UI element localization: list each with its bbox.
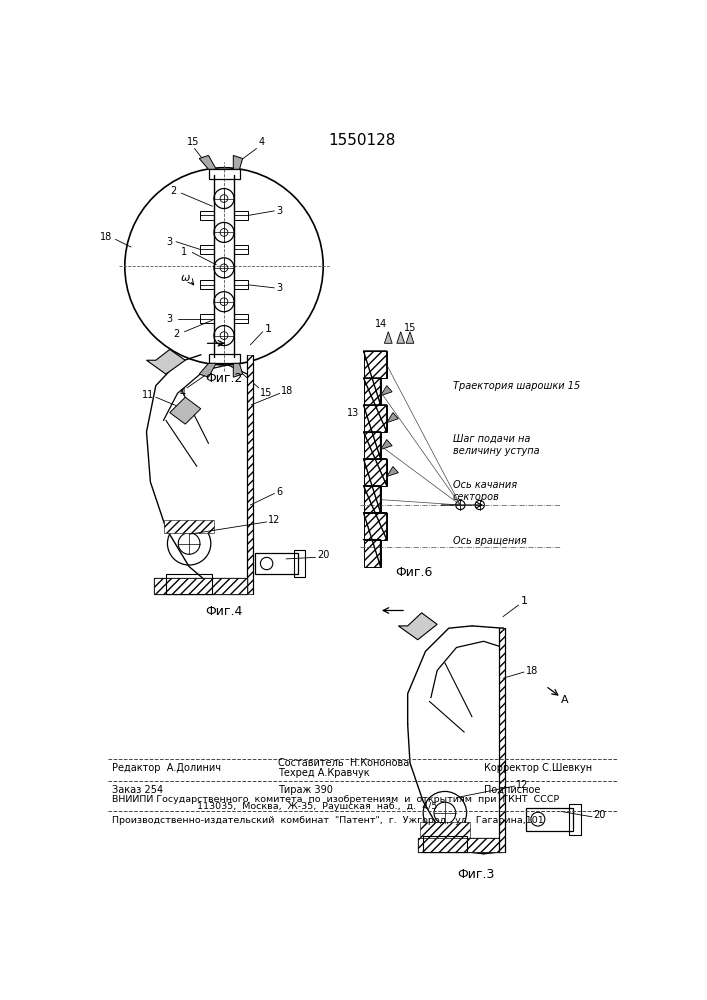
- Text: 15: 15: [404, 323, 416, 333]
- Text: Фиг.3: Фиг.3: [457, 868, 495, 881]
- Text: ω: ω: [180, 273, 190, 283]
- Polygon shape: [363, 540, 380, 567]
- Text: 2: 2: [170, 186, 177, 196]
- Polygon shape: [199, 363, 216, 377]
- Text: 1: 1: [182, 247, 187, 257]
- Bar: [154, 578, 247, 594]
- Text: Составитель  Н.Кононова: Составитель Н.Кононова: [279, 758, 409, 768]
- Text: Ось вращения: Ось вращения: [452, 536, 526, 546]
- Bar: [209, 169, 240, 179]
- Bar: [209, 354, 240, 363]
- Text: 14: 14: [375, 319, 387, 329]
- Text: Траектория шарошки 15: Траектория шарошки 15: [452, 381, 580, 391]
- Bar: [247, 355, 253, 594]
- Polygon shape: [363, 405, 387, 432]
- Text: 18: 18: [525, 666, 538, 676]
- Bar: [200, 245, 214, 254]
- Text: 12: 12: [268, 515, 281, 525]
- Polygon shape: [146, 349, 185, 374]
- Polygon shape: [199, 155, 216, 169]
- Polygon shape: [363, 378, 380, 405]
- Bar: [200, 211, 214, 220]
- Text: 12: 12: [516, 780, 529, 790]
- Text: 3: 3: [276, 283, 283, 293]
- Bar: [418, 838, 503, 852]
- Text: Шаг подачи на
величину уступа: Шаг подачи на величину уступа: [452, 434, 539, 456]
- Text: Ось качания
секторов: Ось качания секторов: [452, 480, 517, 502]
- Bar: [200, 314, 214, 323]
- Text: 20: 20: [317, 550, 329, 560]
- Text: ВНИИПИ Государственного  комитета  по  изобретениям  и  открытиям  при  ГКНТ  СС: ВНИИПИ Государственного комитета по изоб…: [112, 795, 559, 804]
- Text: 1: 1: [520, 596, 527, 606]
- Text: 3: 3: [276, 206, 283, 216]
- Polygon shape: [380, 440, 392, 450]
- Text: 15: 15: [187, 137, 199, 147]
- Polygon shape: [170, 397, 201, 424]
- Polygon shape: [363, 486, 380, 513]
- Text: Подписное: Подписное: [484, 785, 540, 795]
- Polygon shape: [363, 513, 387, 540]
- Bar: [234, 314, 248, 323]
- Polygon shape: [233, 155, 243, 169]
- Bar: [499, 628, 506, 852]
- Bar: [164, 520, 214, 533]
- Text: Производственно-издательский  комбинат  "Патент",  г.  Ужгород,  ул.  Гагарина,1: Производственно-издательский комбинат "П…: [112, 816, 544, 825]
- Text: 4: 4: [258, 137, 264, 147]
- Bar: [418, 838, 503, 852]
- Bar: [423, 836, 467, 852]
- Text: 4: 4: [179, 388, 185, 398]
- Bar: [166, 574, 212, 594]
- Text: Техред А.Кравчук: Техред А.Кравчук: [279, 768, 370, 778]
- Bar: [293, 550, 305, 577]
- Text: 20: 20: [594, 810, 606, 820]
- Polygon shape: [385, 332, 392, 343]
- Text: 3: 3: [167, 237, 173, 247]
- Text: 15: 15: [259, 388, 272, 398]
- Text: Заказ 254: Заказ 254: [112, 785, 163, 795]
- Bar: [569, 804, 580, 835]
- Text: Фиг.4: Фиг.4: [205, 605, 243, 618]
- Polygon shape: [363, 351, 387, 378]
- Bar: [234, 211, 248, 220]
- Polygon shape: [387, 466, 398, 477]
- Polygon shape: [387, 413, 398, 423]
- Bar: [255, 553, 298, 574]
- Text: 13: 13: [347, 408, 360, 418]
- Text: Тираж 390: Тираж 390: [279, 785, 333, 795]
- Bar: [200, 280, 214, 289]
- Text: 18: 18: [100, 232, 112, 242]
- Polygon shape: [406, 332, 414, 343]
- Text: Фиг.2: Фиг.2: [205, 372, 243, 385]
- Bar: [234, 280, 248, 289]
- Bar: [484, 838, 503, 852]
- Polygon shape: [380, 386, 392, 396]
- Text: A: A: [561, 695, 569, 705]
- Text: Фиг.6: Фиг.6: [395, 566, 433, 579]
- Polygon shape: [233, 363, 243, 377]
- Bar: [526, 808, 573, 831]
- Text: Корректор С.Шевкун: Корректор С.Шевкун: [484, 763, 592, 773]
- Bar: [420, 822, 469, 838]
- Text: 3: 3: [167, 314, 173, 324]
- Polygon shape: [363, 432, 380, 459]
- Bar: [234, 245, 248, 254]
- Text: 2: 2: [174, 329, 180, 339]
- Text: 6: 6: [276, 487, 283, 497]
- Text: 11: 11: [142, 390, 154, 400]
- Polygon shape: [398, 613, 437, 640]
- Text: 1550128: 1550128: [328, 133, 396, 148]
- Bar: [154, 578, 247, 594]
- Text: 1: 1: [264, 324, 271, 334]
- Text: 113035,  Москва,  Ж-35,  Раушская  наб.,  д.  4/5: 113035, Москва, Ж-35, Раушская наб., д. …: [197, 802, 437, 811]
- Polygon shape: [397, 332, 404, 343]
- Text: 18: 18: [281, 386, 293, 396]
- Text: Редактор  А.Долинич: Редактор А.Долинич: [112, 763, 221, 773]
- Polygon shape: [363, 459, 387, 486]
